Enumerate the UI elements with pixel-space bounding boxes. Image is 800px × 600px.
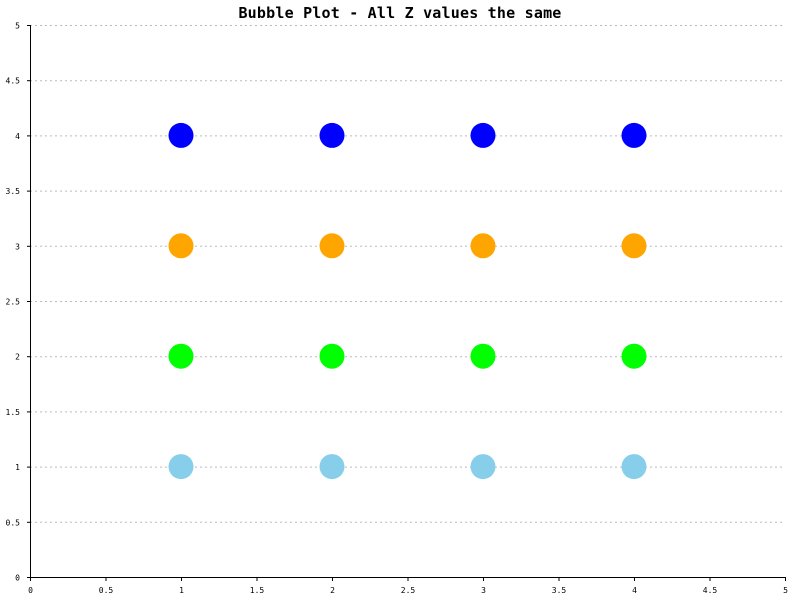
y-tick-label-2: 1 (15, 463, 20, 472)
y-tick-label-8: 4 (15, 132, 20, 141)
y-tick-label-10: 5 (15, 22, 20, 31)
x-tick-label-9: 4.5 (703, 586, 718, 595)
bubble-s2-p0 (168, 233, 194, 259)
bubble-s1-p3 (621, 343, 647, 369)
y-tick-label-5: 2.5 (6, 298, 21, 307)
x-tick-label-0: 0 (28, 586, 33, 595)
bubble-s2-p3 (621, 233, 647, 259)
chart-title: Bubble Plot - All Z values the same (238, 4, 562, 22)
x-tick-label-6: 3 (481, 586, 486, 595)
bubble-s1-p1 (319, 343, 345, 369)
x-tick-label-2: 1 (179, 586, 184, 595)
y-tick-label-9: 4.5 (6, 77, 21, 86)
bubble-s3-p1 (319, 122, 345, 148)
x-tick-label-3: 1.5 (250, 586, 265, 595)
y-tick-label-0: 0 (15, 574, 20, 583)
bubble-s0-p3 (621, 454, 647, 480)
x-tick-label-1: 0.5 (99, 586, 114, 595)
y-tick-label-1: 0.5 (6, 518, 21, 527)
bubble-s0-p2 (470, 454, 496, 480)
x-tick-label-4: 2 (330, 586, 335, 595)
bubble-s3-p0 (168, 122, 194, 148)
x-tick-label-10: 5 (783, 586, 788, 595)
y-tick-label-6: 3 (15, 242, 20, 251)
bubble-s3-p2 (470, 122, 496, 148)
bubble-s3-p3 (621, 122, 647, 148)
y-tick-label-3: 1.5 (6, 408, 21, 417)
y-tick-label-7: 3.5 (6, 187, 21, 196)
bubble-s2-p1 (319, 233, 345, 259)
bubble-s0-p0 (168, 454, 194, 480)
bubble-s0-p1 (319, 454, 345, 480)
bubble-s1-p2 (470, 343, 496, 369)
bubble-s2-p2 (470, 233, 496, 259)
bubble-s1-p0 (168, 343, 194, 369)
x-tick-label-8: 4 (632, 586, 637, 595)
x-tick-label-5: 2.5 (401, 586, 416, 595)
x-tick-label-7: 3.5 (552, 586, 567, 595)
y-tick-label-4: 2 (15, 353, 20, 362)
